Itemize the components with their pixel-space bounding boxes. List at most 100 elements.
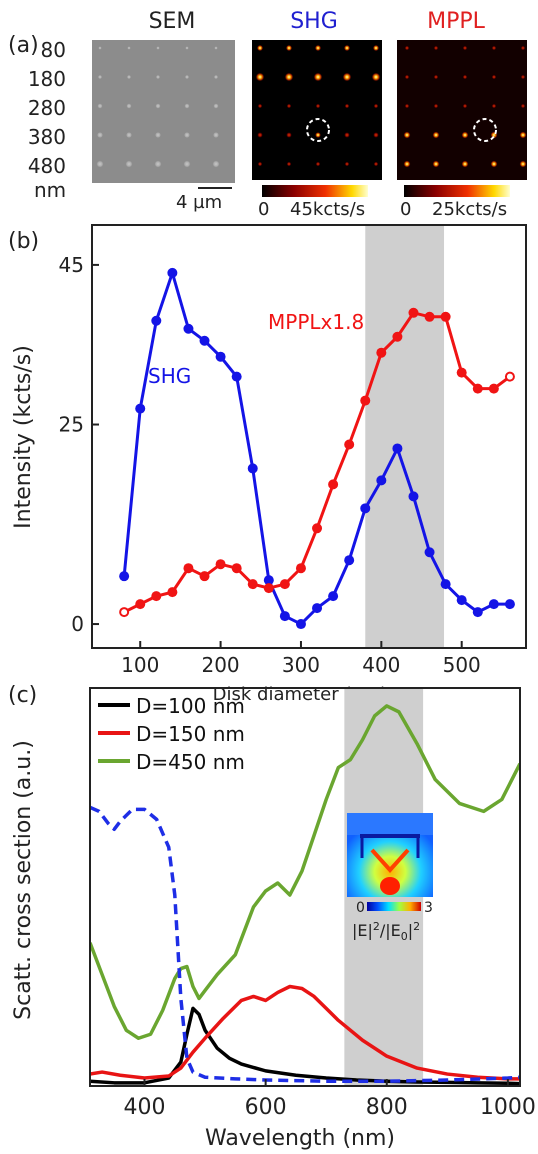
panel-b-point [119,571,130,582]
sem-disk [213,103,219,109]
panel-b-point [360,395,371,406]
shg-spot [257,132,263,138]
shg-spot [373,103,379,109]
shg-spot [373,161,379,167]
mppl-spot [432,160,440,168]
legend-label-d450: D=450 nm [136,750,245,774]
sem-disk [126,74,132,80]
shg-title: SHG [290,9,338,34]
panel-b-xtick-label: 200 [201,653,239,677]
mppl-spot [491,45,497,51]
mppl-spot [403,131,411,139]
panel-c-legend: D=100 nm D=150 nm D=450 nm [98,694,245,774]
sem-disk [185,46,189,50]
shg-spot [313,72,323,82]
panel-b-point [376,347,387,358]
mppl-spot [519,131,527,139]
sem-disk [155,103,161,109]
mppl-spot [462,74,468,80]
row-label: 80 [41,38,66,62]
panel-b-point [167,267,178,278]
mppl-spot [462,45,468,51]
mppl-spot [491,74,497,80]
panel-b-point [295,619,306,630]
panel-b-point [151,315,162,326]
shg-spot [314,44,322,52]
panel-b-point [119,607,130,618]
panel-c-ylabel: Scatt. cross section (a.u.) [11,740,36,1020]
panel-c-series-line-2 [90,704,520,1040]
panel-b-point [279,611,290,622]
sem-title: SEM [149,9,196,34]
shg-spot [373,132,379,138]
scale-bar-label: 4 µm [176,192,222,213]
panel-b-point [135,403,146,414]
panel-b-xlabel: Disk diameter (nm) [213,684,388,705]
mppl-spot [403,160,411,168]
mppl-spot [520,103,526,109]
shg-spot [257,103,263,109]
panel-b-frame [91,224,527,649]
legend-label-d100: D=100 nm [136,694,245,718]
shg-spot [344,103,350,109]
panel-b-point [344,439,355,450]
panel-b-ytick-label: 0 [71,612,84,636]
panel-b-point [344,555,355,566]
panel-b-point [408,491,419,502]
mppl-spot [461,160,469,168]
panel-c-series-line-3 [90,805,520,1083]
panel-b-point [424,311,435,322]
shg-spot [315,161,321,167]
panel-b-point [440,311,451,322]
shg-spot [255,72,265,82]
sem-disk [184,74,190,80]
sem-disk [97,74,103,80]
mppl-spot [433,74,439,80]
panel-b-point [392,331,403,342]
inset-field-map [347,813,433,897]
panel-c-xtick-label: 400 [124,1095,166,1120]
panel-b-point [167,587,178,598]
mppl-spot [520,45,526,51]
mppl-spot [461,131,469,139]
shg-colorbar-max: 45kcts/s [290,199,365,220]
panel-b-point [231,563,242,574]
panel-c-xtick-label: 600 [245,1095,287,1120]
sem-disk [184,103,190,109]
inset-colorbar-min: 0 [356,900,365,916]
sem-disk [96,160,104,168]
panel-b-point [183,323,194,334]
panel-c-xlabel: Wavelength (nm) [205,1126,395,1151]
panel-b-point [392,443,403,454]
panel-b-ytick-label: 45 [59,253,84,277]
mppl-spot [520,74,526,80]
shg-colorbar [262,185,368,197]
mppl-spot [404,103,410,109]
mppl-spot [519,160,527,168]
mppl-spot [432,131,440,139]
shg-spot [372,44,380,52]
panel-b-shaded-region [365,225,445,648]
shg-colorbar-min: 0 [258,199,269,220]
shg-highlight-circle [306,118,330,142]
sem-disk [98,46,102,50]
panel-b-series-line-1 [123,311,511,614]
sem-disk [154,160,162,168]
panel-b-point [456,595,467,606]
shg-spot [342,72,352,82]
row-label: 180 [28,67,66,91]
inset-colorbar [367,902,421,911]
panel-b-xtick-label: 300 [282,653,320,677]
panel-c-xtick-label: 800 [366,1095,408,1120]
mppl-colorbar [404,185,510,197]
panel-b-label: (b) [8,229,39,254]
panel-b-point [231,371,242,382]
sem-disk [183,160,191,168]
panel-b-point [247,463,258,474]
mppl-spot [433,103,439,109]
legend-label-d150: D=150 nm [136,722,245,746]
mppl-spot [404,74,410,80]
sem-disk [212,160,220,168]
mppl-highlight-circle [473,118,497,142]
